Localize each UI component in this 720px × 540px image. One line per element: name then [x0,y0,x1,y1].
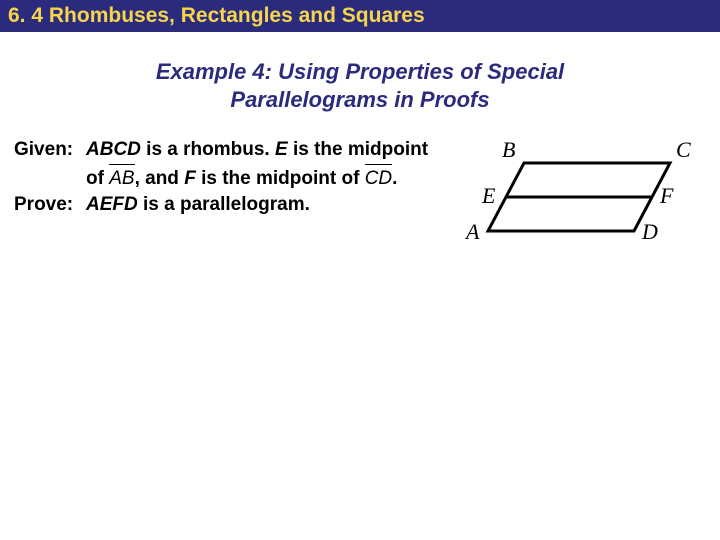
given-body: ABCD is a rhombus. E is the midpoint of … [86,137,436,192]
segment-ab-text: AB [109,168,134,189]
section-header: 6. 4 Rhombuses, Rectangles and Squares [0,0,720,32]
vertex-e-label: E [482,183,495,209]
segment-ab: AB [109,164,134,193]
given-f: F [184,168,196,189]
content-row: Given:ABCD is a rhombus. E is the midpoi… [0,137,720,277]
given-text-g: is the midpoint of [196,168,365,189]
segment-cd: CD [365,164,392,193]
rhombus-figure: B C E F A D [454,137,702,277]
example-title: Example 4: Using Properties of Special P… [0,58,720,113]
given-end: . [392,168,397,189]
prove-label: Prove: [14,192,86,219]
given-abcd: ABCD [86,139,141,160]
overline-icon [365,164,392,165]
prove-aefd: AEFD [86,194,138,215]
overline-icon [109,164,134,165]
prove-block: Prove:AEFD is a parallelogram. [14,192,454,219]
given-text-e: , and [135,168,185,189]
section-name: Rhombuses, Rectangles and Squares [49,4,425,27]
section-title: 6. 4 Rhombuses, Rectangles and Squares [8,4,425,27]
segment-cd-text: CD [365,168,392,189]
given-text-b: is a rhombus. [141,139,275,160]
section-number: 6. 4 [8,4,43,27]
vertex-c-label: C [676,137,691,163]
vertex-b-label: B [502,137,515,163]
given-block: Given:ABCD is a rhombus. E is the midpoi… [14,137,454,192]
vertex-d-label: D [642,219,658,245]
given-label: Given: [14,137,86,164]
vertex-f-label: F [660,183,673,209]
vertex-a-label: A [466,219,479,245]
example-title-line1: Example 4: Using Properties of Special [0,58,720,86]
problem-text: Given:ABCD is a rhombus. E is the midpoi… [14,137,454,277]
prove-text-b: is a parallelogram. [138,194,310,215]
prove-body: AEFD is a parallelogram. [86,192,436,219]
given-e: E [275,139,288,160]
example-title-line2: Parallelograms in Proofs [0,86,720,114]
